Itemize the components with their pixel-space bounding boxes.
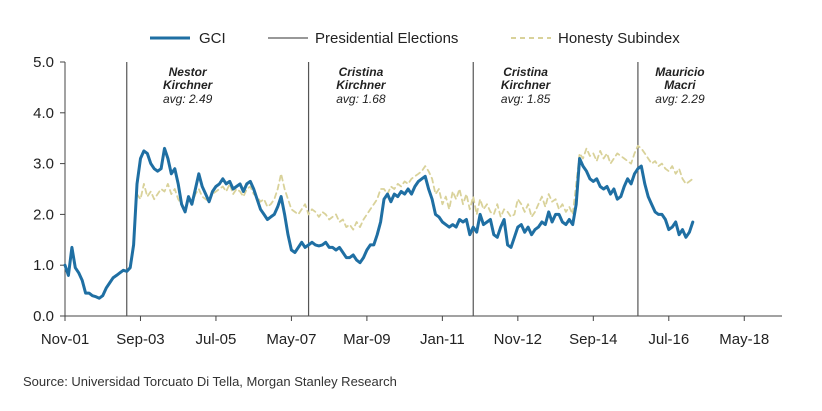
gci-series-line	[63, 146, 695, 300]
y-tick-label: 2.0	[33, 206, 54, 223]
legend-honesty-label: Honesty Subindex	[558, 30, 680, 47]
annotation-name-line2: Kirchner	[163, 78, 214, 92]
x-tick-label: Jan-11	[420, 331, 465, 348]
annotation-avg: avg: 2.29	[655, 92, 705, 106]
annotation-avg: avg: 1.85	[501, 92, 551, 106]
x-tick-label: Nov-01	[41, 331, 89, 348]
source-note: Source: Universidad Torcuato Di Tella, M…	[23, 374, 397, 389]
x-tick-label: Nov-12	[494, 331, 542, 348]
x-tick-label: Sep-14	[569, 331, 617, 348]
y-tick-label: 3.0	[33, 156, 54, 173]
x-axis-ticks: Nov-01 Sep-03 Jul-05 May-07 Mar-09 Jan-11 Nov-…	[41, 316, 769, 348]
y-tick-label: 5.0	[33, 54, 54, 71]
legend-gci-label: GCI	[199, 30, 226, 47]
x-tick-label: Jul-05	[196, 331, 237, 348]
x-tick-label: May-07	[266, 331, 316, 348]
annotation-name-line1: Cristina	[503, 65, 548, 79]
annotation-name-line1: Nestor	[169, 65, 208, 79]
x-tick-label: May-18	[719, 331, 769, 348]
honesty-series-line	[136, 144, 694, 231]
x-tick-label: Jul-16	[648, 331, 689, 348]
x-tick-label: Mar-09	[343, 331, 391, 348]
y-tick-label: 1.0	[33, 257, 54, 274]
legend-elections-label: Presidential Elections	[315, 30, 458, 47]
annotation-name-line2: Kirchner	[336, 78, 387, 92]
y-tick-label: 4.0	[33, 105, 54, 122]
annotation-name-line1: Mauricio	[655, 65, 704, 79]
x-tick-label: Sep-03	[116, 331, 164, 348]
annotation-avg: avg: 2.49	[163, 92, 213, 106]
election-lines	[126, 62, 639, 316]
annotation-name-line1: Cristina	[339, 65, 384, 79]
annotation-avg: avg: 1.68	[336, 92, 386, 106]
legend: GCI Presidential Elections Honesty Subin…	[150, 30, 680, 47]
y-axis-ticks: 0.0 1.0 2.0 3.0 4.0 5.0	[33, 54, 65, 325]
y-tick-label: 0.0	[33, 308, 54, 325]
annotation-name-line2: Macri	[664, 78, 696, 92]
annotation-name-line2: Kirchner	[501, 78, 552, 92]
series	[63, 144, 695, 300]
